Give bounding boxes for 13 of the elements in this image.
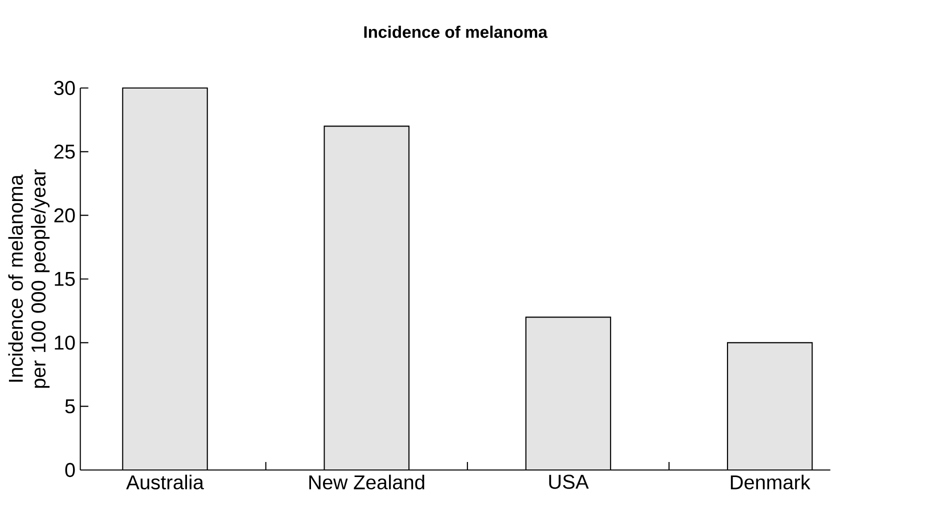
y-tick-label: 25	[54, 144, 75, 159]
y-axis-title: Incidence of melanoma per 100 000 people/year	[8, 169, 50, 388]
y-tick-label: 5	[65, 399, 75, 414]
y-tick-label: 30	[54, 80, 75, 96]
x-tick-label: New Zealand	[309, 474, 424, 490]
y-tick-label: 10	[54, 336, 75, 350]
y-tick-label: 0	[65, 462, 75, 478]
x-tick-label: USA	[549, 474, 589, 489]
chart-title: Incidence of melanoma	[364, 26, 548, 38]
x-tick-label: Denmark	[730, 474, 810, 490]
y-tick-label: 15	[54, 272, 75, 286]
x-tick-label: Australia	[126, 474, 204, 490]
y-tick-label: 20	[54, 208, 75, 222]
